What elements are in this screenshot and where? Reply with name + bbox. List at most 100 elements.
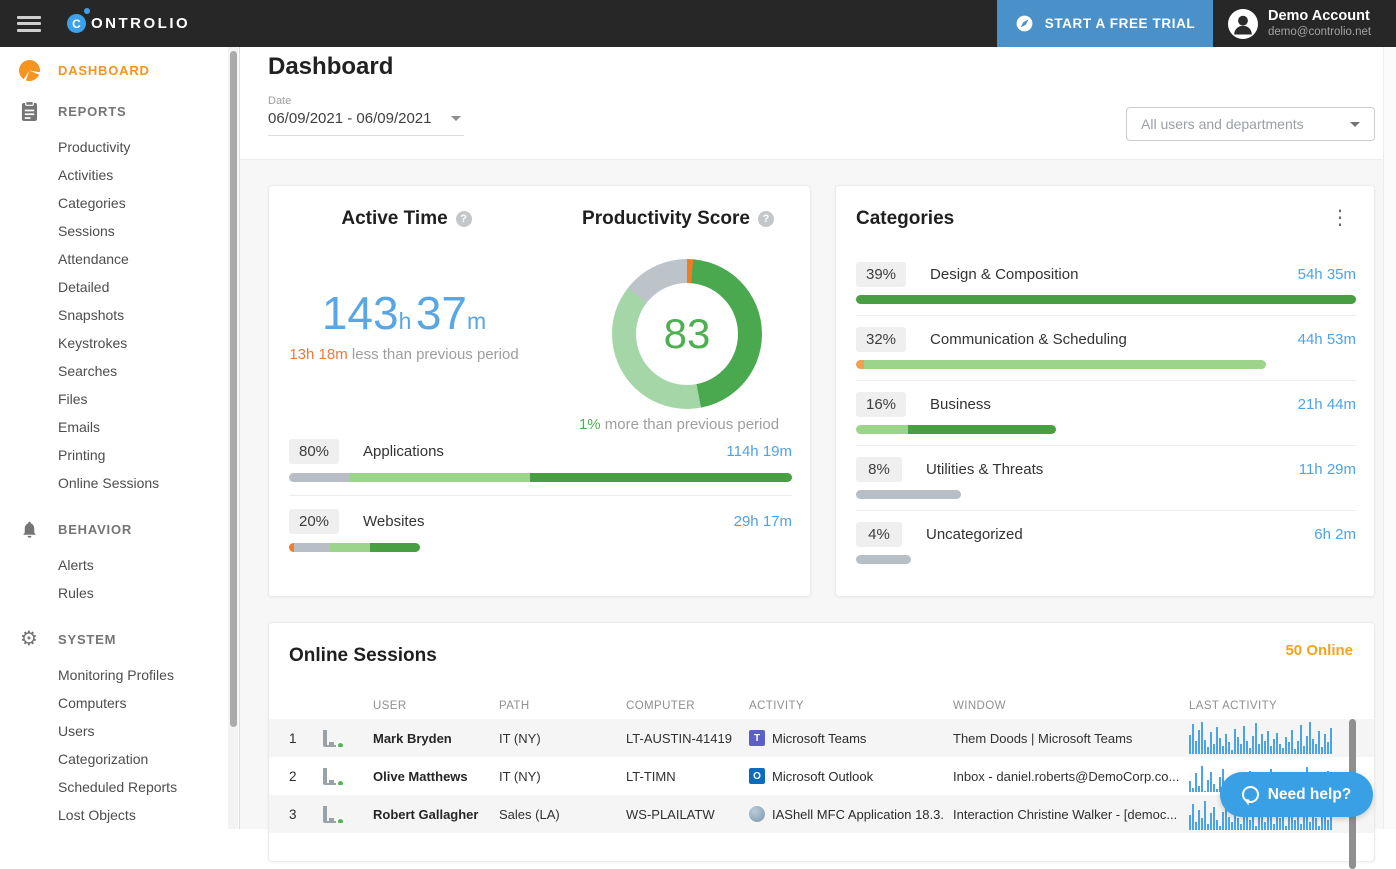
- path-cell: IT (NY): [499, 768, 541, 784]
- sidebar-item-reports-detailed[interactable]: Detailed: [58, 279, 110, 295]
- column-header-computer: COMPUTER: [626, 700, 696, 712]
- chat-bubble-icon: [1241, 786, 1259, 803]
- user-name: Mark Bryden: [373, 730, 452, 746]
- category-time-link[interactable]: 54h 35m: [1297, 265, 1356, 283]
- sidebar-item-reports-categories[interactable]: Categories: [58, 195, 126, 211]
- active-time-row: 20% Websites 29h 17m: [289, 508, 792, 534]
- online-count-badge[interactable]: 50 Online: [1285, 642, 1353, 659]
- percent-badge: 20%: [289, 508, 340, 534]
- online-sessions-card: Online Sessions 50 Online USER PATH COMPUT…: [268, 622, 1375, 869]
- sidebar-item-reports-attendance[interactable]: Attendance: [58, 251, 129, 267]
- account-menu[interactable]: Demo Account demo@controlio.net: [1228, 0, 1396, 47]
- sessions-table-header: USER PATH COMPUTER ACTIVITY WINDOW LAST ACTIV…: [269, 696, 1374, 716]
- category-time-link[interactable]: 44h 53m: [1297, 330, 1356, 348]
- logo-text: ONTROLIO: [91, 15, 191, 32]
- window-title-cell: Interaction Christine Walker - [democ...: [953, 806, 1178, 822]
- category-label: Communication & Scheduling: [930, 330, 1127, 348]
- sidebar-item-reports-files[interactable]: Files: [58, 391, 88, 407]
- active-time-time-link[interactable]: 114h 19m: [726, 442, 792, 460]
- sidebar-item-reports-snapshots[interactable]: Snapshots: [58, 307, 125, 323]
- bar-segment: [864, 360, 1266, 369]
- category-row: 4% Uncategorized 6h 2m: [856, 521, 1356, 547]
- sidebar-item-system-users[interactable]: Users: [58, 723, 95, 739]
- need-help-label: Need help?: [1267, 785, 1352, 803]
- sidebar-item-reports-keystrokes[interactable]: Keystrokes: [58, 335, 128, 351]
- sidebar-section-reports[interactable]: REPORTS: [0, 99, 239, 123]
- help-icon[interactable]: ?: [455, 211, 472, 227]
- sidebar: DASHBOARD REPORTS Productivity Activities…: [0, 47, 240, 829]
- activity-name: IAShell MFC Application 18.3.: [772, 806, 944, 822]
- column-header-user: USER: [373, 700, 407, 712]
- active-time-title: Active Time: [341, 208, 448, 229]
- percent-badge: 4%: [856, 521, 902, 547]
- sidebar-section-system[interactable]: ⚙ SYSTEM: [0, 627, 239, 651]
- window-title-cell: Inbox - daniel.roberts@DemoCorp.co...: [953, 768, 1180, 784]
- sidebar-behavior-label: BEHAVIOR: [58, 521, 133, 537]
- sidebar-item-system-scheduled-reports[interactable]: Scheduled Reports: [58, 779, 178, 795]
- sidebar-item-dashboard[interactable]: DASHBOARD: [0, 55, 239, 85]
- percent-badge: 8%: [856, 456, 902, 482]
- clipboard-icon: [18, 100, 40, 122]
- sidebar-item-reports-emails[interactable]: Emails: [58, 419, 101, 435]
- category-time-link[interactable]: 21h 44m: [1297, 395, 1356, 413]
- computer-cell: LT-AUSTIN-41419: [626, 730, 732, 746]
- bar-segment: [856, 490, 961, 499]
- sidebar-item-system-computers[interactable]: Computers: [58, 695, 127, 711]
- sidebar-item-system-lost-objects[interactable]: Lost Objects: [58, 807, 136, 823]
- bar-segment: [294, 543, 330, 552]
- last-activity-sparkline: [1189, 722, 1339, 754]
- sidebar-item-behavior-rules[interactable]: Rules: [58, 585, 94, 601]
- page-scrollbar-track[interactable]: [1383, 47, 1396, 829]
- sessions-table-body: 1 Mark Bryden IT (NY) LT-AUSTIN-41419 T Micro…: [269, 719, 1374, 833]
- kebab-menu-icon[interactable]: ⋮: [1330, 207, 1350, 229]
- active-time-label: Websites: [363, 512, 425, 530]
- active-time-time-link[interactable]: 29h 17m: [733, 512, 792, 530]
- category-row: 39% Design & Composition 54h 35m: [856, 261, 1356, 287]
- online-status-dot: [336, 816, 345, 823]
- path-cell: IT (NY): [499, 730, 541, 746]
- page-title: Dashboard: [268, 53, 394, 80]
- logo-c-icon: C: [67, 14, 86, 33]
- activity-name: Microsoft Outlook: [772, 768, 874, 784]
- sidebar-item-reports-printing[interactable]: Printing: [58, 447, 106, 463]
- chevron-down-icon: [451, 116, 462, 121]
- sidebar-item-reports-searches[interactable]: Searches: [58, 363, 118, 379]
- active-time-bar-chart: [289, 473, 792, 482]
- column-header-window: WINDOW: [953, 700, 1006, 712]
- logo-dot-icon: [84, 8, 90, 14]
- date-range-picker[interactable]: Date 06/09/2021 - 06/09/2021: [268, 95, 464, 136]
- percent-badge: 32%: [856, 326, 907, 352]
- productivity-score-title: Productivity Score: [582, 208, 750, 229]
- sidebar-item-reports-productivity[interactable]: Productivity: [58, 139, 131, 155]
- activity-cell: IAShell MFC Application 18.3.: [749, 806, 953, 822]
- sidebar-section-behavior[interactable]: BEHAVIOR: [0, 517, 239, 541]
- category-bar-chart: [856, 555, 911, 564]
- user-name: Olive Matthews: [373, 768, 468, 784]
- sidebar-item-reports-activities[interactable]: Activities: [58, 167, 114, 183]
- table-row[interactable]: 1 Mark Bryden IT (NY) LT-AUSTIN-41419 T Micro…: [269, 719, 1374, 757]
- help-icon[interactable]: ?: [757, 211, 774, 227]
- bell-icon: [18, 519, 40, 540]
- sidebar-item-reports-online-sessions[interactable]: Online Sessions: [58, 475, 160, 491]
- sidebar-scrollbar-thumb[interactable]: [230, 51, 237, 727]
- sidebar-reports-label: REPORTS: [58, 103, 127, 119]
- users-filter-select[interactable]: All users and departments: [1126, 107, 1375, 141]
- category-time-link[interactable]: 11h 29m: [1298, 460, 1356, 478]
- app-logo[interactable]: C ONTROLIO: [67, 8, 191, 33]
- sidebar-item-behavior-alerts[interactable]: Alerts: [58, 557, 94, 573]
- sidebar-item-reports-sessions[interactable]: Sessions: [58, 223, 115, 239]
- active-time-row: 80% Applications 114h 19m: [289, 438, 792, 464]
- category-time-link[interactable]: 6h 2m: [1314, 525, 1356, 543]
- sidebar-item-system-monitoring-profiles[interactable]: Monitoring Profiles: [58, 667, 174, 683]
- table-row[interactable]: 2 Olive Matthews IT (NY) LT-TIMN O Microsoft …: [269, 757, 1374, 795]
- user-name: Robert Gallagher: [373, 806, 479, 822]
- productivity-donut-chart: 83: [612, 259, 762, 409]
- hamburger-menu-icon[interactable]: [17, 15, 41, 32]
- table-row[interactable]: 3 Robert Gallagher Sales (LA) WS-PLAILATW IA…: [269, 795, 1374, 833]
- computer-online-icon: [323, 805, 345, 823]
- start-free-trial-button[interactable]: START A FREE TRIAL: [997, 0, 1213, 47]
- need-help-button[interactable]: Need help?: [1220, 772, 1373, 817]
- sidebar-item-system-categorization[interactable]: Categorization: [58, 751, 149, 767]
- bar-segment: [908, 425, 1056, 434]
- activity-cell: O Microsoft Outlook: [749, 768, 953, 784]
